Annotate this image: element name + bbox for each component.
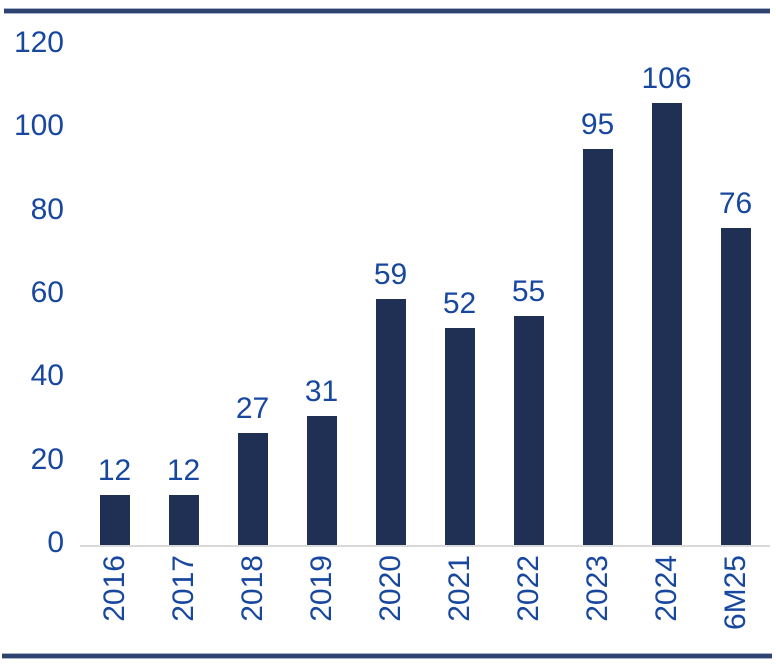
bar-column: 76	[701, 45, 770, 545]
bar-value-label: 95	[580, 108, 615, 142]
x-tick-label: 2021	[442, 555, 476, 622]
x-tick-label: 2019	[304, 555, 338, 622]
bar-value-label: 76	[718, 187, 753, 221]
y-tick-label: 120	[13, 26, 64, 59]
bar-value-label: 55	[511, 274, 546, 308]
x-tick-cell: 2021	[425, 555, 494, 625]
bar-value-label: 31	[304, 374, 339, 408]
x-tick-cell: 2023	[563, 555, 632, 625]
bar-column: 106	[632, 45, 701, 545]
top-rule	[4, 8, 770, 14]
x-tick-label: 2022	[511, 555, 545, 622]
bar-value-label: 12	[166, 454, 201, 487]
x-tick-cell: 2017	[149, 555, 218, 625]
bar-value-label: 12	[97, 454, 132, 487]
y-tick-label: 40	[30, 359, 64, 393]
bar-column: 12	[80, 45, 149, 545]
x-tick-cell: 2019	[287, 555, 356, 625]
bar-value-label: 59	[373, 258, 408, 292]
x-tick-label: 2017	[166, 555, 200, 622]
bar-column: 59	[356, 45, 425, 545]
bar-column: 27	[218, 45, 287, 545]
bar	[651, 103, 682, 545]
x-tick-label: 2016	[97, 555, 131, 622]
bar	[444, 328, 475, 545]
x-tick-cell: 2018	[218, 555, 287, 625]
bar	[168, 495, 199, 545]
x-tick-label: 2024	[649, 555, 683, 622]
bar-column: 95	[563, 45, 632, 545]
y-tick-label: 80	[30, 192, 64, 226]
x-tick-label: 2023	[580, 555, 614, 622]
bar-value-label: 52	[442, 287, 477, 321]
bar-column: 55	[494, 45, 563, 545]
bar-column: 31	[287, 45, 356, 545]
plot-area: 12 12 27 31 59 52 55 95 106 76	[80, 45, 770, 547]
bar-column: 12	[149, 45, 218, 545]
x-tick-cell: 2020	[356, 555, 425, 625]
bar	[237, 432, 268, 545]
y-tick-label: 100	[13, 109, 64, 143]
bar-value-label: 27	[235, 391, 270, 425]
x-tick-cell: 2016	[80, 555, 149, 625]
bar	[306, 415, 337, 545]
bar-column: 52	[425, 45, 494, 545]
x-tick-label: 2018	[235, 555, 269, 622]
bar	[375, 299, 406, 545]
x-tick-label: 6M25	[718, 555, 752, 631]
x-tick-cell: 6M25	[701, 555, 770, 630]
x-tick-label: 2020	[373, 555, 407, 622]
x-tick-cell: 2024	[632, 555, 701, 625]
bar-value-label: 106	[641, 62, 692, 96]
y-tick-label: 0	[47, 526, 64, 559]
bar	[99, 495, 130, 545]
bottom-rule	[2, 653, 772, 659]
y-tick-label: 60	[30, 276, 64, 309]
bar	[513, 315, 544, 545]
y-tick-label: 20	[30, 442, 64, 476]
y-axis: 0 20 40 60 80 100 120	[0, 0, 64, 669]
bar	[582, 149, 613, 545]
bar	[720, 228, 751, 545]
x-axis: 2016 2017 2018 2019 2020 2021 2022 2023 2024 6M25	[80, 555, 770, 630]
x-tick-cell: 2022	[494, 555, 563, 625]
